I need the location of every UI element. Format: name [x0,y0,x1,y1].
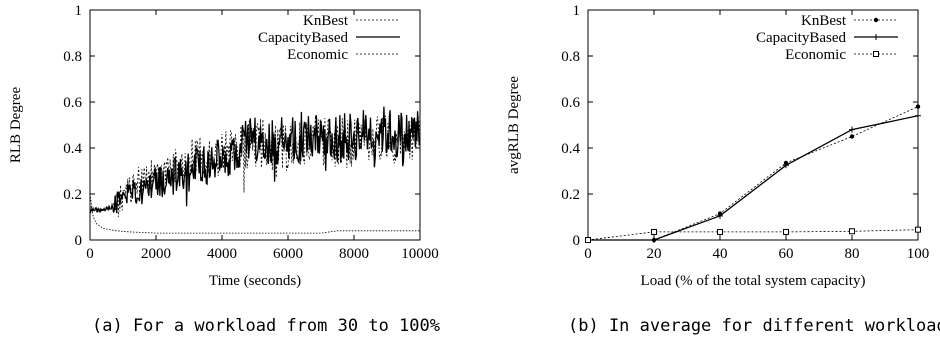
data-point-capacitybased [915,112,921,119]
legend-label: Economic [287,47,348,63]
x-tick-label: 6000 [273,246,303,262]
y-tick-label: 0.6 [561,95,580,111]
legend-marker [873,51,879,57]
y-tick-label: 0.4 [561,141,580,157]
y-tick-label: 0 [573,233,581,249]
data-point-economic [783,228,789,235]
data-point-capacitybased [783,162,789,169]
x-tick-label: 2000 [141,246,171,262]
x-axis-label: Time (seconds) [209,273,301,289]
y-tick-label: 0 [75,233,83,249]
legend-label: CapacityBased [258,30,348,46]
x-tick-label: 100 [907,246,930,262]
data-point-economic [717,228,723,235]
caption-a: (a) For a workload from 30 to 100% [92,316,440,336]
y-tick-label: 0.6 [63,95,82,111]
x-tick-label: 0 [86,246,94,262]
legend-label: Economic [785,47,846,63]
caption-b: (b) In average for different workloads [568,316,940,336]
y-axis-label: avgRLB Degree [506,76,522,174]
legend-marker [873,17,879,23]
x-tick-label: 40 [713,246,728,262]
legend-label: KnBest [303,13,349,29]
data-point-economic [915,226,921,233]
data-point-economic [849,228,855,235]
y-tick-label: 1 [573,3,581,19]
data-point-capacitybased [651,237,657,243]
x-tick-label: 20 [647,246,662,262]
x-tick-label: 10000 [401,246,439,262]
data-point-economic [651,228,657,235]
series-line-capacitybased [89,106,421,214]
data-point-capacitybased [849,126,855,133]
y-tick-label: 0.8 [63,49,82,65]
data-point-knbest [915,104,921,109]
series-line-economic [587,229,919,241]
x-axis-label: Load (% of the total system capacity) [641,273,866,289]
y-tick-label: 0.2 [561,187,580,203]
x-tick-label: 8000 [339,246,369,262]
plot-frame-1 [587,9,919,241]
x-tick-label: 80 [845,246,860,262]
legend-label: KnBest [801,13,847,29]
legend-label: CapacityBased [756,30,846,46]
y-tick-label: 0.8 [561,49,580,65]
series-line-knbest [89,114,421,218]
data-point-capacitybased [717,212,723,219]
series-line-economic [89,193,420,234]
x-tick-label: 60 [779,246,794,262]
y-axis-label: RLB Degree [8,87,24,164]
x-tick-label: 0 [584,246,592,262]
y-tick-label: 0.4 [63,141,82,157]
plot-frame-0 [89,9,421,241]
series-line-capacitybased [588,115,919,241]
x-tick-label: 4000 [207,246,237,262]
y-tick-label: 1 [75,3,83,19]
y-tick-label: 0.2 [63,187,82,203]
legend-marker [873,34,879,40]
data-point-economic [585,237,591,243]
data-point-knbest [849,134,855,139]
